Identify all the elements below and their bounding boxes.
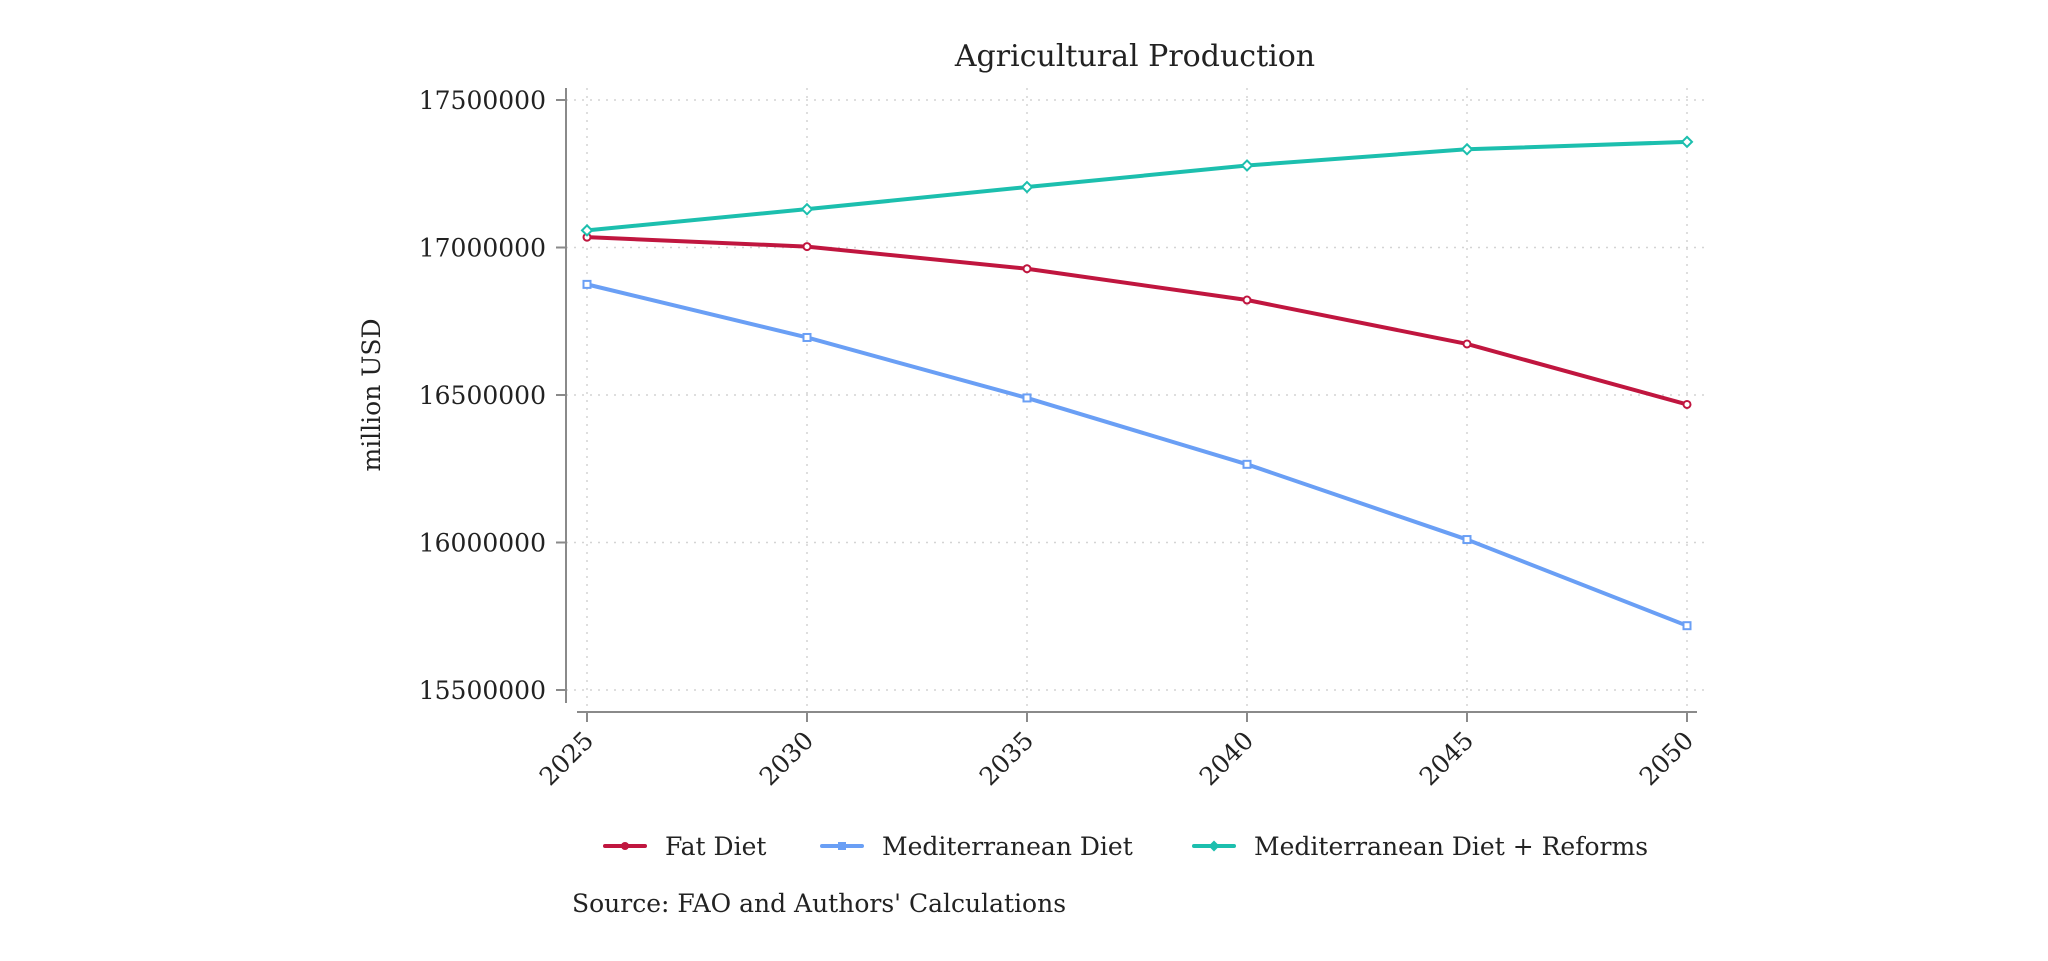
series-mediterranean-diet (582, 279, 1692, 631)
series-line-mediterranean-diet (585, 282, 1689, 628)
legend: Fat Diet Mediterranean Diet Mediterranean … (603, 832, 1648, 861)
series-lines (580, 135, 1694, 631)
legend-swatch-marker (1208, 840, 1220, 852)
data-point-mediterranean-diet-reforms (580, 223, 594, 237)
legend-item-fat-diet: Fat Diet (603, 832, 766, 861)
series-fat-diet (582, 232, 1692, 409)
data-point-fat-diet (802, 242, 812, 252)
data-point-fat-diet (1242, 295, 1252, 305)
data-point-mediterranean-diet-reforms (800, 202, 814, 216)
data-point-mediterranean-diet-reforms (1020, 180, 1034, 194)
data-point-mediterranean-diet-reforms (1680, 135, 1694, 149)
source-note: Source: FAO and Authors' Calculations (572, 889, 1066, 918)
data-point-mediterranean-diet (1682, 621, 1692, 631)
y-tick-label: 17500000 (419, 86, 546, 115)
data-point-mediterranean-diet (1462, 535, 1472, 545)
chart-title: Agricultural Production (954, 39, 1315, 74)
series-mediterranean-diet-reforms (580, 135, 1694, 237)
series-line-mediterranean-diet-reforms (585, 139, 1689, 233)
legend-label: Fat Diet (665, 832, 766, 861)
y-tick-label: 16000000 (419, 529, 546, 558)
legend-item-mediterranean-diet: Mediterranean Diet (820, 832, 1133, 861)
data-point-mediterranean-diet (802, 332, 812, 342)
legend-swatch-marker (621, 842, 629, 850)
legend-item-mediterranean-diet-reforms: Mediterranean Diet + Reforms (1192, 832, 1648, 861)
data-point-fat-diet (1022, 264, 1032, 274)
series-line-fat-diet (585, 235, 1689, 407)
data-point-mediterranean-diet-reforms (1240, 159, 1254, 172)
legend-label: Mediterranean Diet (882, 832, 1133, 861)
data-point-mediterranean-diet (1242, 459, 1252, 469)
data-point-mediterranean-diet (582, 279, 592, 289)
y-tick-label: 15500000 (419, 676, 546, 705)
legend-label: Mediterranean Diet + Reforms (1254, 832, 1648, 861)
data-point-mediterranean-diet (1022, 393, 1032, 403)
legend-swatch-marker (838, 842, 846, 850)
y-axis-label: million USD (357, 318, 386, 471)
y-tick-label: 16500000 (419, 381, 546, 410)
data-point-fat-diet (1462, 339, 1472, 349)
y-tick-label: 17000000 (419, 234, 546, 263)
data-point-fat-diet (1682, 399, 1692, 409)
data-point-mediterranean-diet-reforms (1460, 142, 1474, 156)
